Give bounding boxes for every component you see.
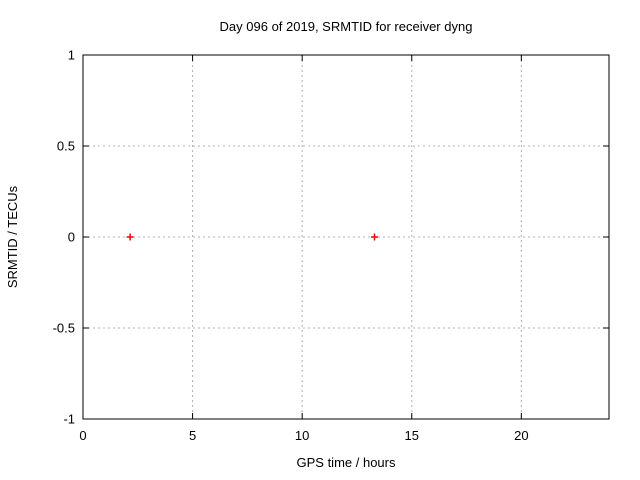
y-tick-label: 1: [68, 48, 75, 63]
y-tick-label: 0.5: [57, 139, 75, 154]
plot-generated-layer: 0 5 10 15 20 -1 -0.5 0 0.5 1: [53, 48, 609, 443]
data-point-marker: [370, 233, 378, 241]
chart-title: Day 096 of 2019, SRMTID for receiver dyn…: [220, 19, 473, 34]
y-axis-label: SRMTID / TECUs: [5, 185, 20, 288]
data-point-marker: [126, 233, 134, 241]
x-tick-label: 20: [514, 428, 528, 443]
y-tick-label: -0.5: [53, 321, 75, 336]
x-tick-label: 10: [295, 428, 309, 443]
x-axis-label: GPS time / hours: [297, 455, 396, 470]
plot-border: [82, 54, 610, 420]
y-tick-label: -1: [63, 412, 75, 427]
x-tick-label: 0: [79, 428, 86, 443]
x-tick-label: 5: [189, 428, 196, 443]
y-tick-label: 0: [68, 230, 75, 245]
x-tick-label: 15: [405, 428, 419, 443]
